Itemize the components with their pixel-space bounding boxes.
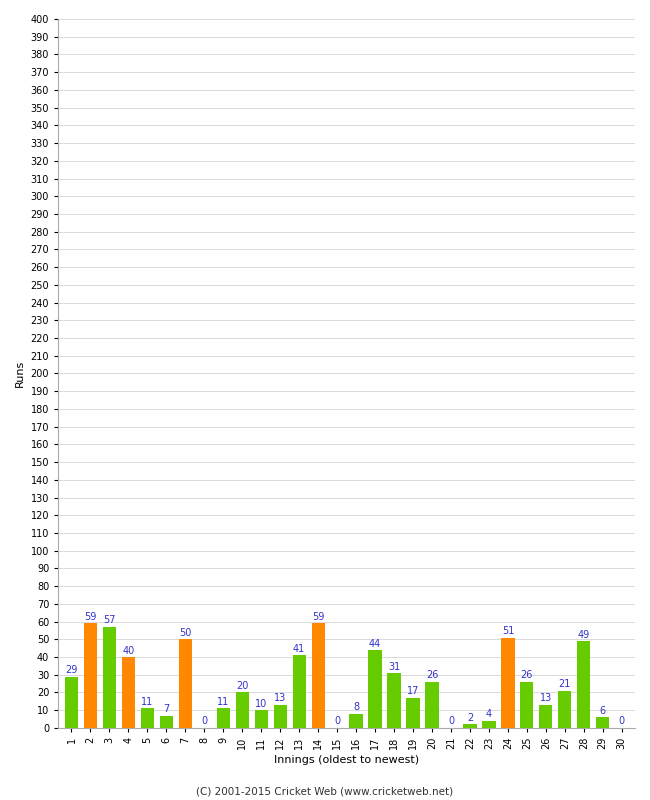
Text: 6: 6 [600, 706, 606, 716]
Text: 59: 59 [312, 612, 324, 622]
Text: 0: 0 [619, 717, 625, 726]
X-axis label: Innings (oldest to newest): Innings (oldest to newest) [274, 755, 419, 765]
Bar [406, 698, 420, 728]
Text: 20: 20 [236, 681, 248, 691]
Bar [122, 657, 135, 728]
Bar [463, 724, 476, 728]
Text: 31: 31 [388, 662, 400, 671]
Text: 26: 26 [521, 670, 533, 681]
Bar [482, 721, 495, 728]
Bar [235, 693, 249, 728]
Bar [103, 627, 116, 728]
Bar [292, 655, 306, 728]
Text: 50: 50 [179, 628, 192, 638]
Text: 0: 0 [202, 717, 207, 726]
Text: 29: 29 [65, 665, 78, 675]
Y-axis label: Runs: Runs [15, 360, 25, 387]
Text: 40: 40 [122, 646, 135, 656]
Text: 7: 7 [163, 704, 170, 714]
Text: 0: 0 [448, 717, 454, 726]
Text: 17: 17 [407, 686, 419, 696]
Bar [369, 650, 382, 728]
Bar [540, 705, 552, 728]
Text: 4: 4 [486, 710, 492, 719]
Text: 0: 0 [334, 717, 340, 726]
Bar [160, 715, 173, 728]
Bar [350, 714, 363, 728]
Text: 2: 2 [467, 713, 473, 723]
Bar [255, 710, 268, 728]
Text: 41: 41 [293, 644, 306, 654]
Bar [216, 709, 230, 728]
Text: 51: 51 [502, 626, 514, 636]
Text: 21: 21 [558, 679, 571, 690]
Text: 13: 13 [540, 694, 552, 703]
Bar [577, 641, 590, 728]
Bar [65, 677, 78, 728]
Bar [84, 623, 97, 728]
Text: 13: 13 [274, 694, 286, 703]
Bar [558, 690, 571, 728]
Bar [520, 682, 534, 728]
Bar [141, 709, 154, 728]
Text: 57: 57 [103, 615, 116, 626]
Bar [501, 638, 515, 728]
Text: 11: 11 [217, 697, 229, 707]
Text: 11: 11 [141, 697, 153, 707]
Text: 10: 10 [255, 698, 267, 709]
Bar [274, 705, 287, 728]
Bar [425, 682, 439, 728]
Text: 8: 8 [353, 702, 359, 712]
Text: 44: 44 [369, 638, 381, 649]
Bar [179, 639, 192, 728]
Bar [387, 673, 400, 728]
Text: 26: 26 [426, 670, 438, 681]
Text: 59: 59 [84, 612, 97, 622]
Bar [596, 718, 610, 728]
Text: (C) 2001-2015 Cricket Web (www.cricketweb.net): (C) 2001-2015 Cricket Web (www.cricketwe… [196, 786, 454, 796]
Text: 49: 49 [578, 630, 590, 640]
Bar [311, 623, 325, 728]
